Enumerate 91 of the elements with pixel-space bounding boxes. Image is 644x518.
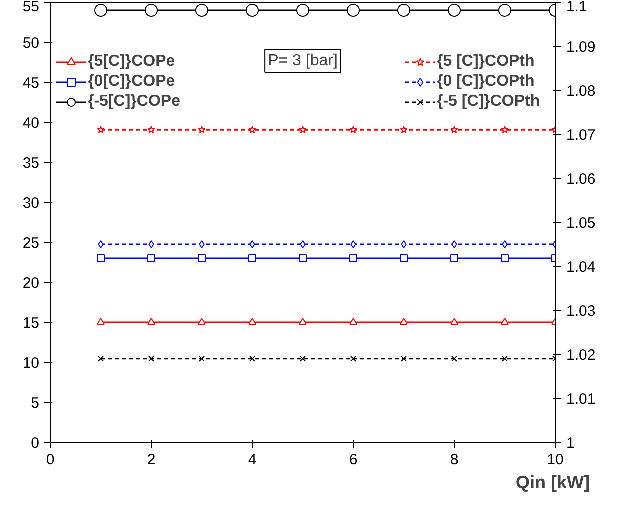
- x-tick-label: 2: [147, 452, 156, 468]
- point: [97, 318, 105, 326]
- point: [198, 318, 206, 326]
- point: [400, 318, 408, 326]
- point: [450, 126, 458, 134]
- point: [97, 254, 105, 262]
- x-tick-label: 0: [46, 452, 55, 468]
- annotation: P= 3 [bar]: [268, 52, 338, 70]
- y-tick-label: 10: [22, 355, 40, 372]
- point: [98, 240, 104, 248]
- point: [300, 240, 306, 248]
- y-tick-label: 40: [22, 115, 40, 132]
- y-tick-label: 15: [22, 315, 40, 332]
- point: [350, 318, 358, 326]
- y2-tick-label: 1.03: [566, 303, 596, 320]
- x-tick-label: 8: [450, 452, 459, 468]
- point: [350, 240, 356, 248]
- point: [198, 126, 206, 134]
- y2-tick-label: 1: [566, 435, 575, 452]
- point: [196, 4, 208, 17]
- legend-label: {5[C]}COPe: [88, 53, 176, 71]
- legend-label: {5 [C]}COPth: [437, 53, 535, 71]
- point: [148, 240, 154, 248]
- x-tick-label: 10: [547, 452, 564, 468]
- point: [501, 318, 509, 326]
- y2-tick-label: 1.09: [566, 39, 596, 56]
- point: [350, 126, 358, 134]
- point: [300, 356, 306, 362]
- point: [145, 4, 158, 17]
- y2-tick-label: 1.1: [566, 0, 588, 16]
- point: [148, 318, 156, 326]
- legend-label: {-5[C]}COPe: [88, 93, 180, 111]
- point: [94, 4, 108, 17]
- point: [97, 126, 105, 134]
- point: [248, 254, 256, 262]
- point: [246, 4, 259, 17]
- point: [400, 254, 408, 262]
- y2-tick-label: 1.02: [566, 347, 596, 364]
- point: [248, 126, 256, 134]
- point: [250, 240, 256, 248]
- y2-tick-label: 1.05: [566, 215, 596, 232]
- point: [400, 126, 408, 134]
- point: [450, 318, 458, 326]
- point: [98, 356, 104, 362]
- y2-tick-label: 1.01: [566, 391, 596, 408]
- point: [452, 356, 458, 362]
- point: [498, 4, 512, 17]
- y-tick-label: 55: [22, 0, 40, 16]
- point: [148, 126, 156, 134]
- legend-label: {-5 [C]}COPth: [437, 93, 540, 111]
- point: [350, 254, 358, 262]
- y-tick-label: 5: [31, 395, 40, 412]
- point: [401, 356, 407, 362]
- x-axis-title: Qin [kW]: [516, 472, 590, 492]
- y-tick-label: 25: [22, 235, 40, 252]
- y-tick-label: 20: [22, 275, 40, 292]
- point: [296, 4, 310, 17]
- point: [198, 254, 206, 262]
- x-tick-label: 6: [349, 452, 358, 468]
- legend-label: {0 [C]}COPth: [437, 73, 535, 91]
- point: [347, 4, 360, 17]
- y-tick-label: 50: [22, 35, 40, 52]
- point: [250, 356, 256, 362]
- point: [299, 254, 307, 262]
- point: [350, 356, 356, 362]
- point: [450, 254, 458, 262]
- y2-tick-label: 1.08: [566, 83, 596, 100]
- point: [199, 356, 205, 362]
- y2-tick-label: 1.06: [566, 171, 596, 188]
- y-tick-label: 0: [31, 435, 40, 452]
- point: [401, 240, 407, 248]
- point: [248, 318, 256, 326]
- y2-tick-label: 1.04: [566, 259, 596, 276]
- point: [148, 356, 154, 362]
- point: [148, 254, 156, 262]
- point: [501, 254, 509, 262]
- point: [502, 240, 508, 248]
- point: [452, 240, 458, 248]
- y-tick-label: 35: [22, 155, 40, 172]
- point: [199, 240, 205, 248]
- point: [398, 4, 410, 17]
- point: [501, 126, 509, 134]
- point: [299, 126, 307, 134]
- y2-tick-label: 1.07: [566, 127, 596, 144]
- point: [502, 356, 508, 362]
- point: [299, 318, 307, 326]
- y-tick-label: 30: [22, 195, 40, 212]
- y-tick-label: 45: [22, 75, 40, 92]
- legend-label: {0[C]}COPe: [88, 73, 176, 91]
- point: [448, 4, 461, 17]
- x-tick-label: 4: [248, 452, 257, 468]
